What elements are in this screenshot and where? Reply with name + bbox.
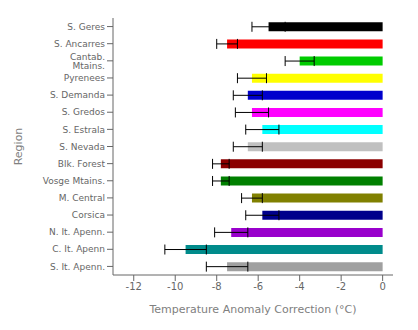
svg-text:Temperature Anomaly Correction: Temperature Anomaly Correction (°C) [148,303,356,316]
svg-text:Corsica: Corsica [72,210,105,220]
svg-text:0: 0 [379,281,385,292]
svg-text:S. Estrala: S. Estrala [62,125,105,135]
svg-text:-4: -4 [295,281,305,292]
svg-text:N. It. Apenn.: N. It. Apenn. [49,227,105,237]
svg-text:Region: Region [12,128,25,166]
svg-text:S. Geres: S. Geres [67,22,105,32]
svg-text:Blk. Forest: Blk. Forest [58,159,106,169]
svg-text:C. It. Apenn: C. It. Apenn [52,244,105,254]
svg-text:-10: -10 [167,281,183,292]
svg-text:S. Nevada: S. Nevada [59,142,105,152]
svg-text:-6: -6 [253,281,263,292]
svg-text:S. Demanda: S. Demanda [50,90,105,100]
svg-text:-8: -8 [212,281,222,292]
svg-text:S. Gredos: S. Gredos [62,107,106,117]
svg-text:-12: -12 [126,281,142,292]
svg-text:-2: -2 [336,281,346,292]
svg-text:S. Ancarres: S. Ancarres [54,39,105,49]
svg-text:M. Central: M. Central [59,193,105,203]
svg-text:Vosge Mtains.: Vosge Mtains. [43,176,105,186]
svg-text:Cantab.Mtains.: Cantab.Mtains. [70,52,105,71]
svg-text:Pyrenees: Pyrenees [64,73,106,83]
svg-text:S. It. Apenn.: S. It. Apenn. [50,262,105,272]
